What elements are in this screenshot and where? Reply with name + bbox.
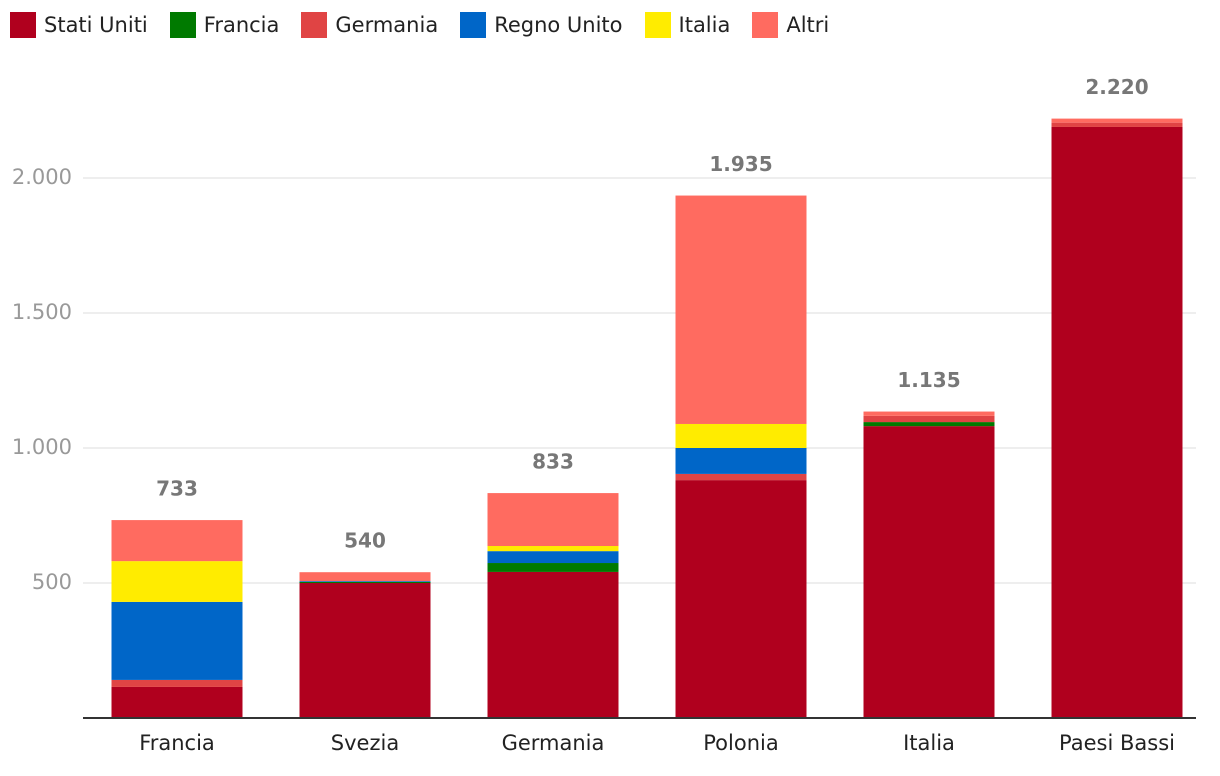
total-label: 833	[532, 450, 574, 474]
legend-item: Francia	[169, 12, 280, 38]
legend-item: Stati Uniti	[10, 12, 148, 38]
bar-segment	[675, 480, 807, 718]
legend-item: Altri	[752, 12, 829, 38]
bar-segment	[1051, 126, 1183, 719]
total-label: 2.220	[1085, 75, 1148, 99]
bar-segment	[487, 551, 619, 564]
bar-segment	[487, 546, 619, 552]
bar-segment	[299, 572, 431, 582]
bar-segment	[675, 448, 807, 474]
bar-segment	[863, 415, 995, 423]
bar-segment	[111, 520, 243, 562]
legend-label: Germania	[335, 13, 439, 37]
bar-segment	[863, 411, 995, 416]
legend-swatch	[752, 12, 779, 38]
bar-segment	[675, 195, 807, 424]
legend-swatch	[301, 12, 328, 38]
bar-segment	[487, 563, 619, 572]
x-tick-label: Italia	[903, 731, 955, 755]
x-tick-label: Paesi Bassi	[1059, 731, 1175, 755]
bar-segment	[111, 679, 243, 687]
bar-segment	[675, 423, 807, 448]
total-label: 1.935	[709, 152, 772, 176]
bar-segment	[487, 493, 619, 547]
legend-item: Italia	[644, 12, 731, 38]
bar-segment	[111, 686, 243, 718]
bar-segment	[299, 581, 431, 583]
y-tick-label: 1.000	[12, 435, 72, 459]
bar-segment	[299, 581, 431, 582]
legend-item: Regno Unito	[460, 12, 623, 38]
legend-label: Regno Unito	[494, 13, 623, 37]
x-tick-label: Polonia	[703, 731, 778, 755]
total-label: 540	[344, 529, 386, 553]
bar-segment	[675, 473, 807, 481]
legend-item: Germania	[301, 12, 438, 38]
total-label: 733	[156, 477, 198, 501]
bar-segment	[1051, 118, 1183, 123]
bar-segment	[111, 561, 243, 602]
bar-segment	[863, 422, 995, 427]
legend-label: Francia	[203, 13, 280, 37]
bar-segment	[487, 571, 619, 718]
legend-label: Altri	[786, 13, 830, 37]
bar-segment	[863, 426, 995, 718]
bar-segment	[111, 601, 243, 680]
y-tick-label: 2.000	[12, 165, 72, 189]
legend-swatch	[169, 12, 196, 38]
bar-segment	[299, 583, 431, 718]
x-tick-label: Francia	[139, 731, 215, 755]
legend-label: Stati Uniti	[44, 13, 148, 37]
legend-swatch	[644, 12, 671, 38]
y-tick-label: 1.500	[12, 300, 72, 324]
y-tick-label: 500	[32, 570, 72, 594]
legend-swatch	[460, 12, 487, 38]
legend-swatch	[10, 12, 36, 38]
x-tick-label: Germania	[502, 731, 605, 755]
bar-segment	[1051, 122, 1183, 127]
legend: Stati Uniti Francia Germania Regno Unito Ita…	[10, 12, 829, 38]
total-label: 1.135	[897, 368, 960, 392]
x-tick-label: Svezia	[331, 731, 399, 755]
legend-label: Italia	[678, 13, 731, 37]
